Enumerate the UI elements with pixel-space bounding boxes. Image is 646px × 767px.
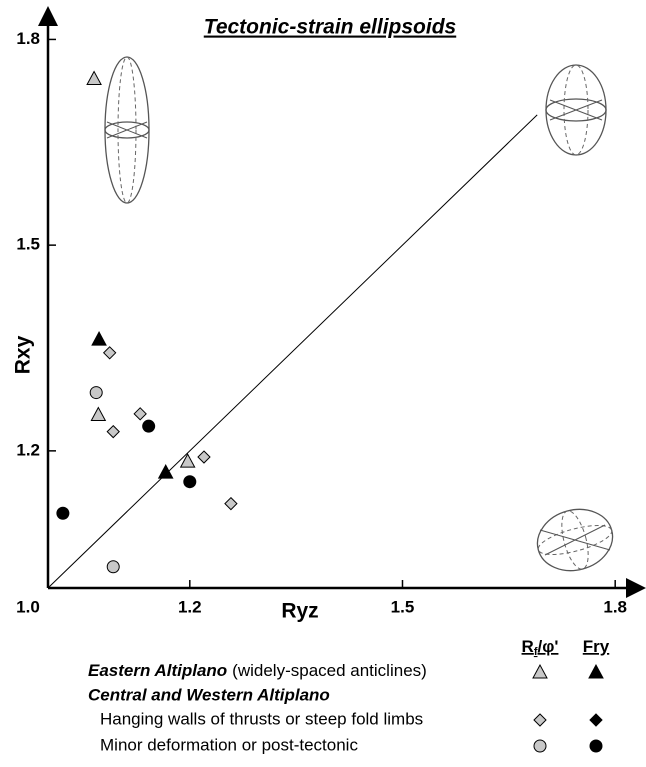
x-tick-label: 1.2 [178, 597, 202, 616]
legend-note: (widely-spaced anticlines) [232, 661, 427, 680]
x-tick-label: 1.8 [603, 597, 627, 616]
marker-triangle [179, 453, 196, 468]
marker-triangle [90, 406, 107, 422]
marker-diamond [589, 713, 603, 727]
legend-label: Minor deformation or post-tectonic [100, 735, 358, 754]
marker-triangle [157, 464, 174, 479]
marker-circle [183, 475, 197, 489]
marker-circle [89, 386, 103, 400]
reference-line [47, 114, 538, 589]
y-tick-label: 1.8 [16, 29, 40, 48]
legend-header: Rf/φ' [522, 637, 559, 657]
marker-triangle [588, 663, 604, 679]
marker-diamond [533, 713, 547, 727]
chart-title: Tectonic-strain ellipsoids [204, 16, 456, 39]
legend-header-part: R [522, 637, 534, 656]
legend-header-part: /φ' [538, 637, 559, 656]
marker-diamond [102, 346, 117, 360]
legend-header-part: Fry [583, 637, 610, 656]
legend-header-part: f [534, 646, 538, 658]
marker-circle [589, 739, 603, 753]
x-tick-label: 1.5 [391, 597, 415, 616]
x-axis-label: Ryz [281, 600, 318, 623]
legend: Rf/φ' Fry Eastern Altiplano (widely-spaced … [88, 637, 610, 754]
legend-label: Eastern Altiplano (widely-spaced anticlin… [88, 661, 427, 680]
ellipsoid-prolate [104, 56, 150, 204]
marker-circle [142, 419, 156, 433]
marker-circle [56, 506, 70, 520]
y-tick-label: 1.5 [16, 235, 40, 254]
marker-triangle [86, 70, 102, 86]
marker-circle [533, 739, 547, 753]
x-tick-label: 1.0 [16, 597, 40, 616]
legend-heading: Central and Western Altiplano [88, 685, 330, 704]
marker-diamond [224, 496, 238, 511]
legend-label: Hanging walls of thrusts or steep fold l… [100, 709, 423, 728]
legend-group-name: Eastern Altiplano [88, 661, 227, 680]
y-tick-label: 1.2 [16, 440, 40, 459]
marker-circle [106, 560, 120, 574]
ellipsoid-oblate [536, 508, 614, 572]
marker-triangle [532, 663, 548, 679]
y-axis-label: Rxy [12, 335, 35, 374]
marker-diamond [133, 407, 147, 421]
marker-diamond [106, 424, 120, 439]
x-axis-arrow [626, 578, 646, 598]
y-axis-arrow [38, 6, 58, 26]
marker-diamond [197, 450, 211, 464]
marker-triangle [91, 331, 107, 346]
legend-header: Fry [583, 637, 610, 656]
ellipsoid-plane [545, 64, 607, 156]
